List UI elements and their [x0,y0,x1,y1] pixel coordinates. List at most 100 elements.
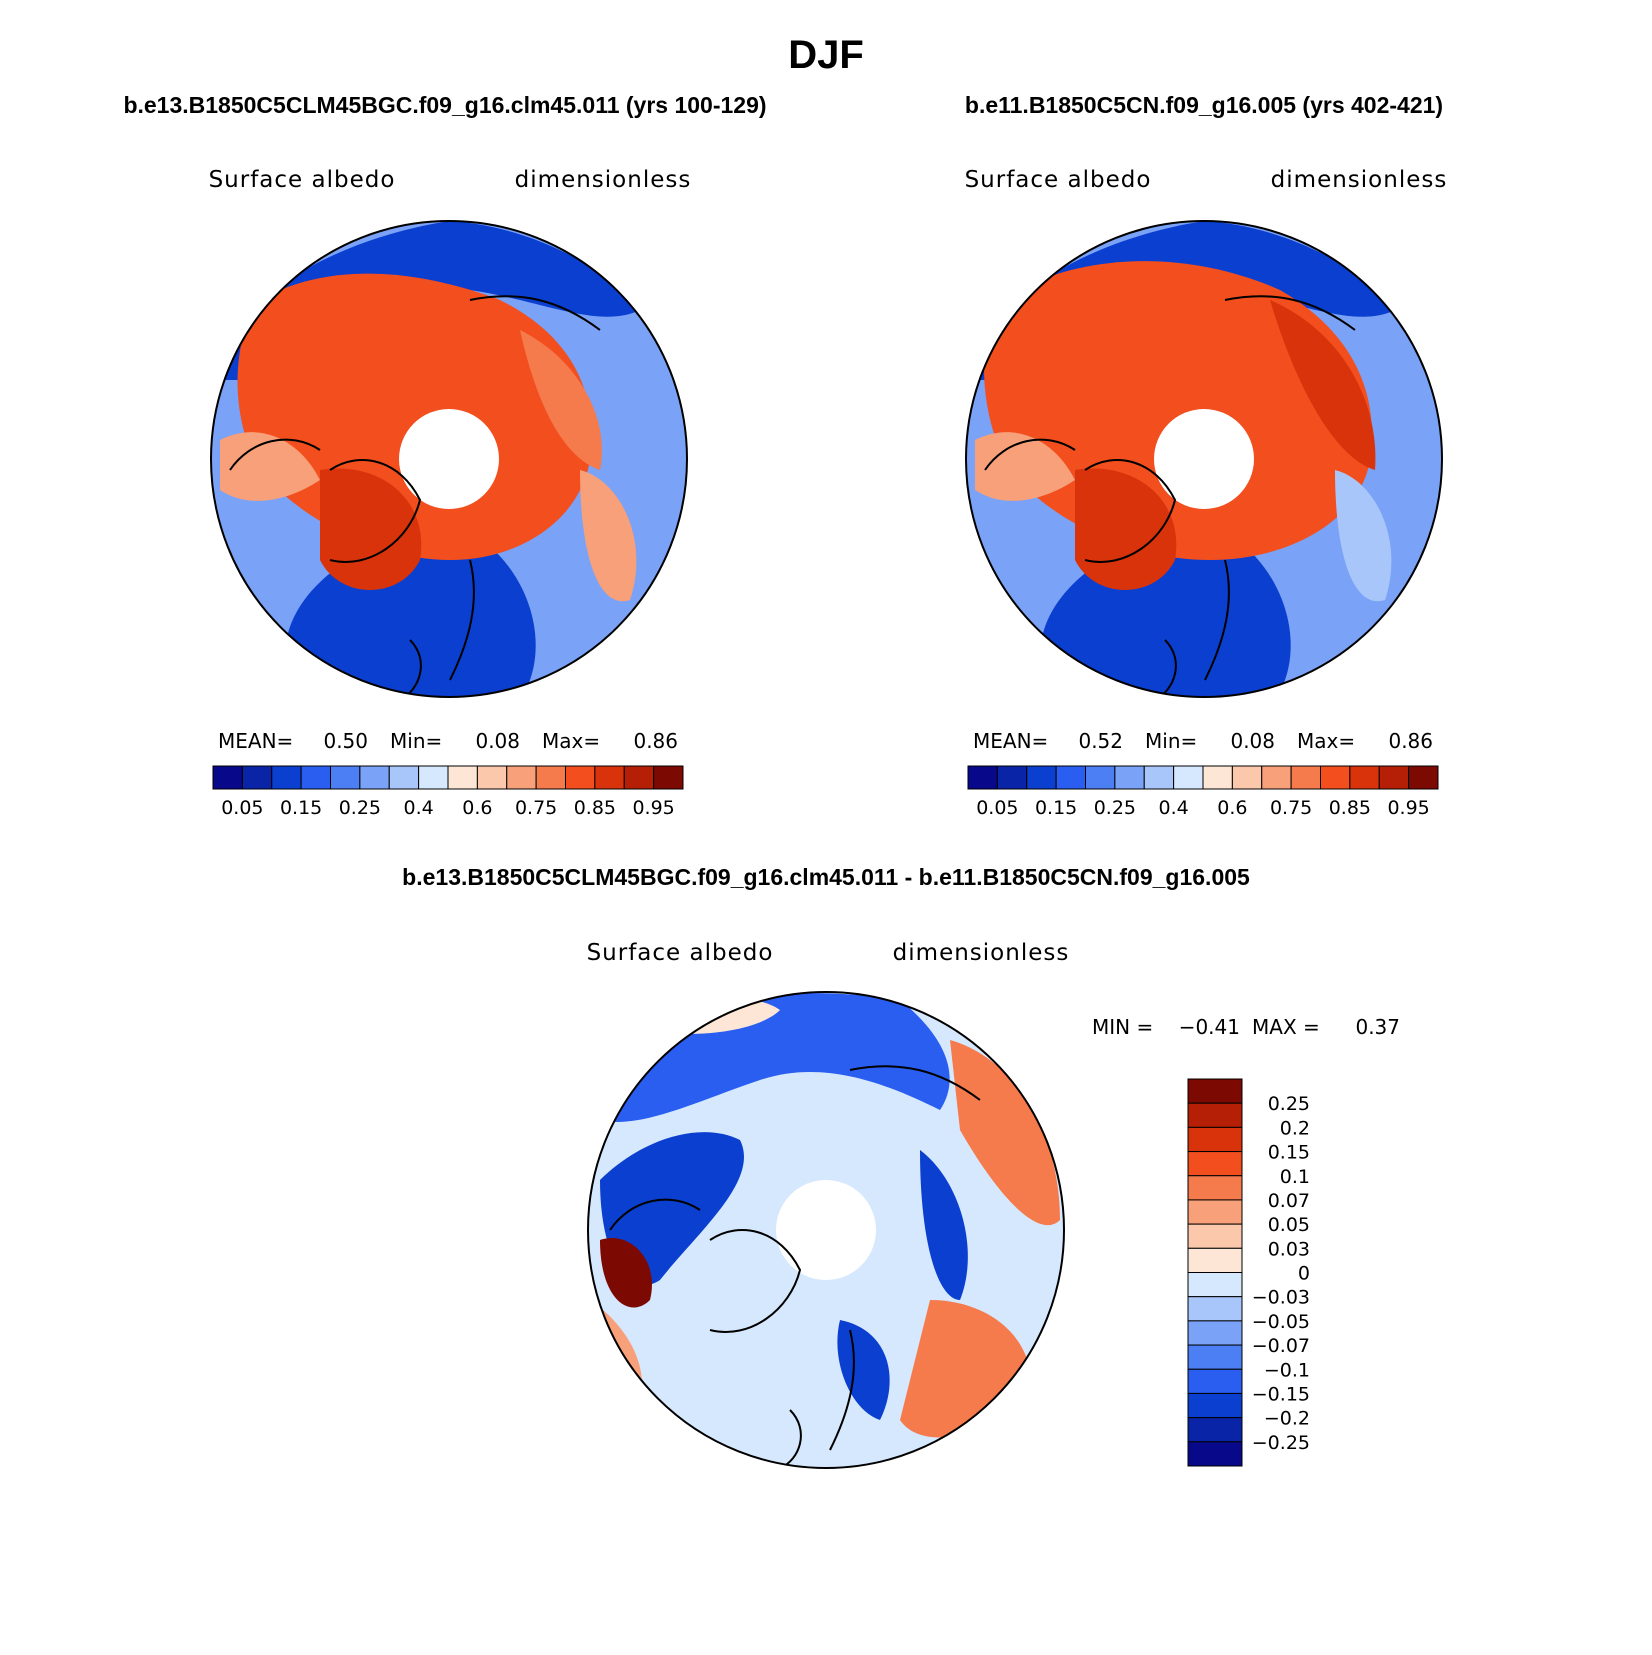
colorbar-swatch [1187,1320,1243,1346]
colorbar-label: 0.15 [280,797,322,819]
panel-difference-title: b.e13.B1850C5CLM45BGC.f09_g16.clm45.011 … [402,864,1250,890]
panel-case-max-value: 0.86 [633,729,678,753]
panel-difference-min-value: −0.41 [1179,1015,1240,1039]
colorbar-swatch [359,765,390,790]
colorbar-label: −0.25 [1252,1432,1310,1454]
panel-case-variable-label: Surface albedo [209,167,396,193]
colorbar-swatch [1187,1368,1243,1394]
figure-title: DJF [788,33,864,77]
colorbar-label: −0.1 [1264,1359,1310,1381]
panel-difference-map-border [587,991,1065,1469]
colorbar-label: 0.05 [221,797,263,819]
panel-case-map-border [210,220,688,698]
panel-control-title: b.e11.B1850C5CN.f09_g16.005 (yrs 402-421… [965,92,1443,118]
colorbar-swatch [1187,1247,1243,1273]
colorbar-label: 0.6 [1217,797,1247,819]
panel-control-stats: MEAN= 0.52 Min= 0.08 Max= 0.86 [973,729,1433,753]
colorbar-swatch [1026,765,1057,790]
panel-difference-colorbar: 0.250.20.150.10.070.050.030−0.03−0.05−0.… [1187,1078,1310,1467]
colorbar-swatch [418,765,449,790]
colorbar-swatch [1187,1151,1243,1177]
colorbar-label: 0.25 [1094,797,1136,819]
colorbar-swatch [1349,765,1380,790]
colorbar-swatch [1261,765,1292,790]
colorbar-swatch [388,765,420,790]
colorbar-label: −0.07 [1252,1335,1310,1357]
colorbar-label: 0.4 [404,797,434,819]
colorbar-label: 0.25 [339,797,381,819]
colorbar-swatch [1187,1272,1243,1298]
panel-case-map [211,221,687,697]
colorbar-swatch [506,765,537,790]
panel-difference-min-label: MIN = [1092,1015,1153,1039]
colorbar-swatch [1085,765,1116,790]
colorbar-swatch [1187,1175,1243,1201]
colorbar-label: 0.75 [515,797,557,819]
colorbar-label: 0.03 [1268,1238,1310,1260]
panel-control-colorbar: 0.05 0.15 0.25 0.4 0.6 0.75 0.85 0.95 [967,765,1439,819]
colorbar-swatch [653,765,684,790]
colorbar-label: −0.03 [1252,1287,1310,1309]
panel-control-map-border [965,220,1443,698]
colorbar-swatch [300,765,331,790]
panel-case-mean-value: 0.50 [323,729,368,753]
panel-case: b.e13.B1850C5CLM45BGC.f09_g16.clm45.011 … [123,92,766,819]
panel-difference: b.e13.B1850C5CLM45BGC.f09_g16.clm45.011 … [402,864,1400,1469]
colorbar-swatch [1187,1417,1243,1443]
panel-control-variable-label: Surface albedo [965,167,1152,193]
colorbar-swatch [594,765,625,790]
panel-case-colorbar: 0.05 0.15 0.25 0.4 0.6 0.75 0.85 0.95 [212,765,684,819]
colorbar-swatch [996,765,1028,790]
colorbar-swatch [241,765,273,790]
colorbar-swatch [1114,765,1145,790]
colorbar-swatch [1187,1296,1243,1322]
panel-case-min-label: Min= [390,729,442,753]
colorbar-label: 0.1 [1280,1166,1310,1188]
panel-control-min-value: 0.08 [1230,729,1275,753]
colorbar-swatch [1187,1126,1243,1153]
colorbar-swatch [1187,1441,1243,1467]
colorbar-swatch [1187,1078,1243,1104]
panel-control-mean-label: MEAN= [973,729,1048,753]
panel-case-stats: MEAN= 0.50 Min= 0.08 Max= 0.86 [218,729,678,753]
colorbar-swatch [1187,1102,1243,1128]
colorbar-label: 0.85 [1329,797,1371,819]
colorbar-label: 0.85 [574,797,616,819]
colorbar-swatch [212,765,243,790]
colorbar-label: 0.05 [976,797,1018,819]
panel-difference-stats: MIN = −0.41 MAX = 0.37 [1092,1015,1400,1039]
colorbar-swatch [1408,765,1439,790]
panel-difference-units-label: dimensionless [893,940,1070,966]
panel-case-min-value: 0.08 [475,729,520,753]
colorbar-swatch [447,765,478,790]
colorbar-label: 0.07 [1268,1190,1310,1212]
panel-case-title: b.e13.B1850C5CLM45BGC.f09_g16.clm45.011 … [123,92,766,118]
colorbar-swatch [1055,765,1086,790]
panel-difference-map [588,992,1064,1468]
colorbar-swatch [330,765,361,790]
panel-control-map [966,221,1442,697]
colorbar-label: 0.95 [632,797,674,819]
colorbar-label: 0.05 [1268,1214,1310,1236]
colorbar-swatch [1187,1199,1243,1225]
colorbar-swatch [535,765,566,790]
colorbar-swatch [476,765,508,790]
colorbar-swatch [1290,765,1321,790]
panel-control-min-label: Min= [1145,729,1197,753]
colorbar-label: 0.25 [1268,1093,1310,1115]
colorbar-swatch [1187,1344,1243,1370]
colorbar-swatch [967,765,998,790]
colorbar-label: 0 [1298,1263,1310,1285]
colorbar-label: −0.05 [1252,1311,1310,1333]
colorbar-label: 0.15 [1035,797,1077,819]
colorbar-label: −0.2 [1264,1408,1310,1430]
panel-difference-variable-label: Surface albedo [587,940,774,966]
colorbar-swatch [565,765,596,790]
colorbar-swatch [1202,765,1233,790]
colorbar-swatch [271,765,302,790]
panel-case-units-label: dimensionless [515,167,692,193]
colorbar-swatch [1231,765,1263,790]
panel-control: b.e11.B1850C5CN.f09_g16.005 (yrs 402-421… [965,92,1447,819]
colorbar-label: 0.2 [1280,1117,1310,1139]
